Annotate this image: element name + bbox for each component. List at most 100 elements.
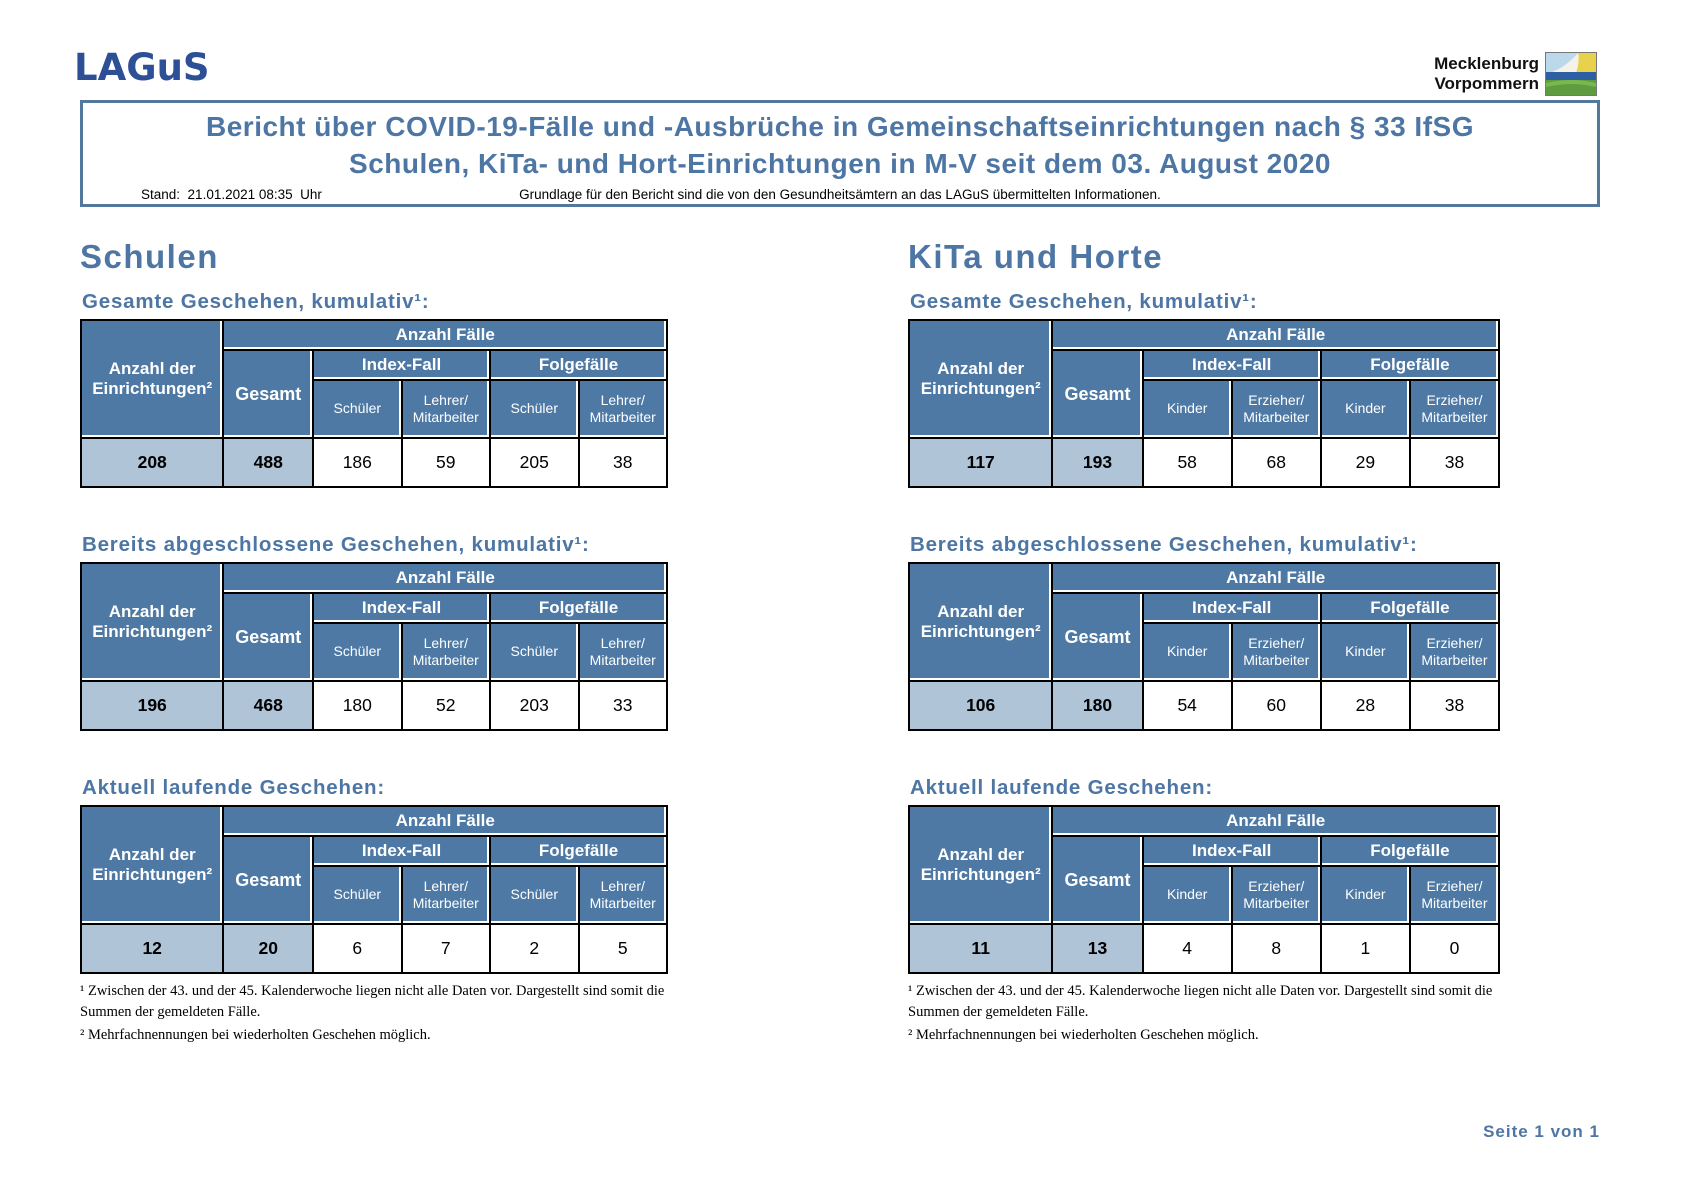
footnote-2: ² Mehrfachnennungen bei wiederholten Ges… bbox=[908, 1027, 1259, 1044]
value-folge-erzieher: 0 bbox=[1408, 923, 1501, 974]
footnote-2: ² Mehrfachnennungen bei wiederholten Ges… bbox=[80, 1027, 431, 1044]
value-gesamt: 193 bbox=[1051, 437, 1144, 488]
block-schulen-abgeschlossen: Bereits abgeschlossene Geschehen, kumula… bbox=[79, 533, 668, 731]
value-index-kinder: 58 bbox=[1141, 437, 1233, 488]
page-number: Seite 1 von 1 bbox=[1483, 1122, 1600, 1141]
value-folge-kinder: 1 bbox=[1319, 923, 1411, 974]
table-row: 208 488 186 59 205 38 bbox=[79, 437, 668, 488]
table-kita-laufend: Anzahl der Einrichtungen² Anzahl Fälle G… bbox=[907, 805, 1501, 974]
subtitle: Gesamte Geschehen, kumulativ¹: bbox=[910, 290, 1258, 313]
value-index-erzieher: 60 bbox=[1230, 680, 1322, 731]
section-title-schulen: Schulen bbox=[80, 238, 219, 275]
col-header-erzieher: Erzieher/ Mitarbeiter bbox=[1408, 379, 1501, 439]
value-folge-schueler: 205 bbox=[489, 437, 580, 488]
value-index-schueler: 186 bbox=[312, 437, 403, 488]
col-header-anzahl-faelle: Anzahl Fälle bbox=[222, 805, 668, 837]
footnotes-kita: ¹ Zwischen der 43. und der 45. Kalenderw… bbox=[908, 981, 1500, 1046]
col-header-anzahl-faelle: Anzahl Fälle bbox=[1051, 319, 1500, 351]
value-folge-schueler: 2 bbox=[489, 923, 580, 974]
subtitle: Bereits abgeschlossene Geschehen, kumula… bbox=[910, 533, 1418, 556]
col-header-lehrer: Lehrer/ Mitarbeiter bbox=[400, 622, 492, 682]
table-row: 196 468 180 52 203 33 bbox=[79, 680, 668, 731]
mv-logo-line2: Vorpommern bbox=[1434, 74, 1539, 93]
col-header-schueler: Schüler bbox=[312, 622, 403, 682]
value-gesamt: 468 bbox=[222, 680, 315, 731]
col-header-einrichtungen: Anzahl der Einrichtungen² bbox=[907, 562, 1054, 682]
title-banner: Bericht über COVID-19-Fälle und -Ausbrüc… bbox=[80, 100, 1600, 207]
col-header-index-fall: Index-Fall bbox=[1141, 349, 1322, 381]
value-gesamt: 488 bbox=[222, 437, 315, 488]
col-header-einrichtungen: Anzahl der Einrichtungen² bbox=[907, 319, 1054, 439]
col-header-folgefaelle: Folgefälle bbox=[1319, 349, 1501, 381]
value-index-erzieher: 8 bbox=[1230, 923, 1322, 974]
value-einrichtungen: 11 bbox=[907, 923, 1054, 974]
table-schulen-laufend: Anzahl der Einrichtungen² Anzahl Fälle G… bbox=[79, 805, 668, 974]
footnotes-schulen: ¹ Zwischen der 43. und der 45. Kalenderw… bbox=[80, 981, 668, 1046]
col-header-kinder: Kinder bbox=[1319, 622, 1411, 682]
stand-label: Stand: bbox=[141, 187, 181, 202]
subtitle: Aktuell laufende Geschehen: bbox=[82, 776, 385, 799]
col-header-anzahl-faelle: Anzahl Fälle bbox=[1051, 805, 1500, 837]
col-header-index-fall: Index-Fall bbox=[312, 835, 492, 867]
col-header-erzieher: Erzieher/ Mitarbeiter bbox=[1230, 622, 1322, 682]
col-header-gesamt: Gesamt bbox=[222, 835, 315, 925]
value-index-schueler: 180 bbox=[312, 680, 403, 731]
section-schulen: Schulen Gesamte Geschehen, kumulativ¹: A… bbox=[79, 238, 668, 1048]
col-header-schueler: Schüler bbox=[489, 379, 580, 439]
table-row: 117 193 58 68 29 38 bbox=[907, 437, 1501, 488]
col-header-einrichtungen: Anzahl der Einrichtungen² bbox=[79, 319, 225, 439]
col-header-index-fall: Index-Fall bbox=[312, 349, 492, 381]
col-header-lehrer: Lehrer/ Mitarbeiter bbox=[577, 379, 668, 439]
subtitle: Gesamte Geschehen, kumulativ¹: bbox=[82, 290, 430, 313]
col-header-lehrer: Lehrer/ Mitarbeiter bbox=[400, 865, 492, 925]
col-header-folgefaelle: Folgefälle bbox=[489, 835, 668, 867]
footnote-1: ¹ Zwischen der 43. und der 45. Kalenderw… bbox=[80, 983, 665, 1021]
section-kita: KiTa und Horte Gesamte Geschehen, kumula… bbox=[907, 238, 1501, 1048]
block-kita-laufend: Aktuell laufende Geschehen: Anzahl der E… bbox=[907, 776, 1501, 1046]
table-kita-gesamt: Anzahl der Einrichtungen² Anzahl Fälle G… bbox=[907, 319, 1501, 488]
mv-logo-text: Mecklenburg Vorpommern bbox=[1434, 54, 1539, 93]
value-index-lehrer: 52 bbox=[400, 680, 492, 731]
value-folge-lehrer: 33 bbox=[577, 680, 668, 731]
col-header-kinder: Kinder bbox=[1319, 865, 1411, 925]
col-header-folgefaelle: Folgefälle bbox=[1319, 835, 1501, 867]
table-row: 12 20 6 7 2 5 bbox=[79, 923, 668, 974]
value-folge-kinder: 29 bbox=[1319, 437, 1411, 488]
col-header-lehrer: Lehrer/ Mitarbeiter bbox=[577, 622, 668, 682]
report-title-line2: Schulen, KiTa- und Hort-Einrichtungen in… bbox=[349, 148, 1331, 179]
col-header-erzieher: Erzieher/ Mitarbeiter bbox=[1408, 622, 1501, 682]
block-kita-gesamt: Gesamte Geschehen, kumulativ¹: Anzahl de… bbox=[907, 290, 1501, 488]
value-folge-lehrer: 38 bbox=[577, 437, 668, 488]
col-header-gesamt: Gesamt bbox=[1051, 835, 1144, 925]
col-header-kinder: Kinder bbox=[1319, 379, 1411, 439]
value-einrichtungen: 106 bbox=[907, 680, 1054, 731]
subtitle: Bereits abgeschlossene Geschehen, kumula… bbox=[82, 533, 590, 556]
value-index-lehrer: 59 bbox=[400, 437, 492, 488]
table-schulen-abgeschlossen: Anzahl der Einrichtungen² Anzahl Fälle G… bbox=[79, 562, 668, 731]
value-einrichtungen: 208 bbox=[79, 437, 225, 488]
col-header-schueler: Schüler bbox=[312, 379, 403, 439]
col-header-folgefaelle: Folgefälle bbox=[489, 592, 668, 624]
value-folge-erzieher: 38 bbox=[1408, 437, 1501, 488]
col-header-folgefaelle: Folgefälle bbox=[489, 349, 668, 381]
col-header-kinder: Kinder bbox=[1141, 865, 1233, 925]
col-header-lehrer: Lehrer/ Mitarbeiter bbox=[400, 379, 492, 439]
col-header-lehrer: Lehrer/ Mitarbeiter bbox=[577, 865, 668, 925]
table-row: 11 13 4 8 1 0 bbox=[907, 923, 1501, 974]
col-header-erzieher: Erzieher/ Mitarbeiter bbox=[1230, 379, 1322, 439]
value-folge-schueler: 203 bbox=[489, 680, 580, 731]
col-header-gesamt: Gesamt bbox=[222, 349, 315, 439]
col-header-anzahl-faelle: Anzahl Fälle bbox=[1051, 562, 1500, 594]
report-title-line1: Bericht über COVID-19-Fälle und -Ausbrüc… bbox=[206, 111, 1474, 142]
col-header-schueler: Schüler bbox=[489, 622, 580, 682]
value-einrichtungen: 117 bbox=[907, 437, 1054, 488]
col-header-einrichtungen: Anzahl der Einrichtungen² bbox=[79, 562, 225, 682]
col-header-gesamt: Gesamt bbox=[1051, 592, 1144, 682]
basis-note: Grundlage für den Bericht sind die von d… bbox=[519, 187, 1161, 202]
block-kita-abgeschlossen: Bereits abgeschlossene Geschehen, kumula… bbox=[907, 533, 1501, 731]
footnote-1: ¹ Zwischen der 43. und der 45. Kalenderw… bbox=[908, 983, 1493, 1021]
value-index-erzieher: 68 bbox=[1230, 437, 1322, 488]
col-header-index-fall: Index-Fall bbox=[312, 592, 492, 624]
col-header-index-fall: Index-Fall bbox=[1141, 592, 1322, 624]
col-header-folgefaelle: Folgefälle bbox=[1319, 592, 1501, 624]
